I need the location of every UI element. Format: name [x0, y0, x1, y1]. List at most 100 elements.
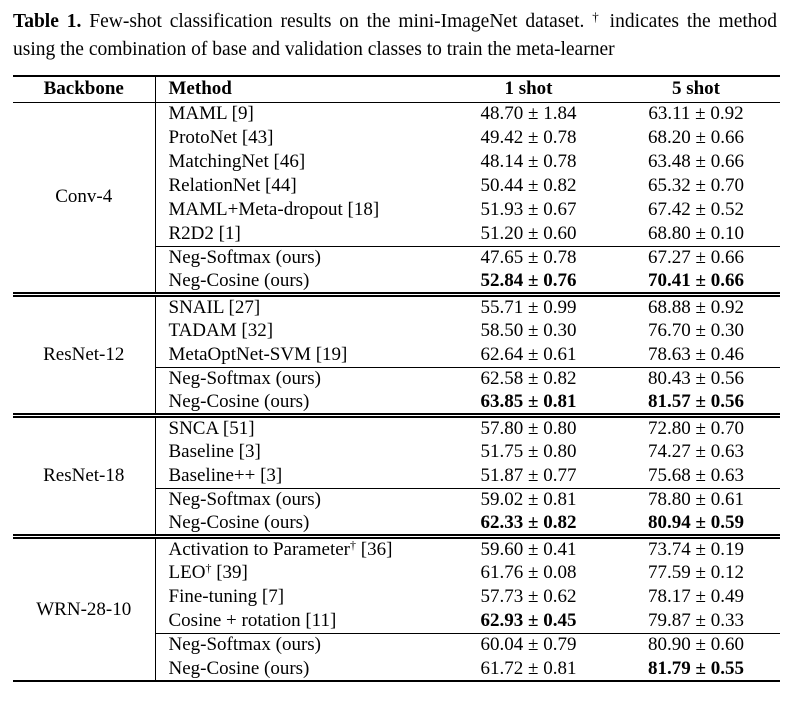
five-shot-cell: 76.70 ± 0.30 [648, 320, 744, 341]
method-cell: Cosine + rotation [11] [168, 609, 337, 631]
five-shot-cell: 73.74 ± 0.19 [612, 534, 780, 561]
table-row: Neg-Softmax (ours) 47.65 ± 0.78 67.27 ± 0.… [13, 245, 780, 270]
table-row: Neg-Cosine (ours) 62.33 ± 0.82 80.94 ± 0.5… [13, 512, 780, 537]
table-row: Cosine + rotation [11] 62.93 ± 0.45 79.87 … [13, 609, 780, 633]
method-cell: MetaOptNet-SVM [19] [168, 343, 348, 365]
backbone-cell: ResNet-12 [13, 292, 156, 416]
table-row: Neg-Softmax (ours) 59.02 ± 0.81 78.80 ± 0.… [13, 487, 780, 512]
method-cell: Neg-Cosine (ours) [168, 270, 310, 291]
table-row: MatchingNet [46] 48.14 ± 0.78 63.48 ± 0.66 [13, 150, 780, 174]
one-shot-cell: 62.33 ± 0.82 [480, 512, 577, 533]
method-cell: SNCA [51] [155, 413, 445, 440]
one-shot-cell: 59.02 ± 0.81 [445, 487, 612, 512]
method-cell: Baseline++ [3] [168, 464, 283, 486]
five-shot-cell: 80.43 ± 0.56 [612, 366, 780, 391]
one-shot-cell: 48.14 ± 0.78 [480, 151, 577, 172]
table-row: Baseline++ [3] 51.87 ± 0.77 75.68 ± 0.63 [13, 464, 780, 488]
method-cell: Baseline [3] [168, 441, 261, 462]
five-shot-cell: 81.79 ± 0.55 [648, 657, 744, 679]
table-row: RelationNet [44] 50.44 ± 0.82 65.32 ± 0.70 [13, 174, 780, 198]
one-shot-cell: 59.60 ± 0.41 [445, 534, 612, 561]
table-row: ProtoNet [43] 49.42 ± 0.78 68.20 ± 0.66 [13, 126, 780, 150]
method-cell: Neg-Softmax (ours) [155, 487, 445, 512]
five-shot-cell: 68.20 ± 0.66 [648, 127, 744, 148]
one-shot-cell: 60.04 ± 0.79 [445, 632, 612, 657]
five-shot-cell: 77.59 ± 0.12 [648, 562, 744, 583]
one-shot-cell: 47.65 ± 0.78 [445, 245, 612, 270]
one-shot-cell: 48.70 ± 1.84 [480, 103, 577, 125]
one-shot-cell: 51.87 ± 0.77 [480, 464, 577, 486]
five-shot-cell: 78.80 ± 0.61 [612, 487, 780, 512]
one-shot-cell: 62.93 ± 0.45 [480, 609, 577, 631]
one-shot-cell: 57.80 ± 0.80 [445, 413, 612, 440]
table-row: ResNet-18 SNCA [51] 57.80 ± 0.80 72.80 ± 0.… [13, 413, 780, 537]
five-shot-cell: 81.57 ± 0.56 [648, 391, 744, 412]
table-row: Neg-Cosine (ours) 61.72 ± 0.81 81.79 ± 0.5… [13, 657, 780, 681]
one-shot-cell: 62.64 ± 0.61 [480, 343, 577, 365]
five-shot-cell: 80.90 ± 0.60 [612, 632, 780, 657]
one-shot-cell: 58.50 ± 0.30 [480, 320, 577, 341]
method-cell: MatchingNet [46] [168, 151, 306, 172]
one-shot-cell: 63.85 ± 0.81 [480, 391, 577, 412]
one-shot-cell: 57.73 ± 0.62 [480, 586, 577, 607]
table-row: MetaOptNet-SVM [19] 62.64 ± 0.61 78.63 ± 0… [13, 343, 780, 367]
table-body: Conv-4 MAML [9] 48.70 ± 1.84 63.11 ± 0.92 Pr… [13, 102, 780, 681]
five-shot-cell: 78.63 ± 0.46 [648, 343, 744, 365]
method-cell: Neg-Cosine (ours) [168, 657, 310, 679]
table-header-row: Backbone Method 1 shot 5 shot [13, 76, 780, 103]
backbone-cell: WRN-28-10 [13, 534, 156, 681]
five-shot-cell: 67.42 ± 0.52 [648, 199, 744, 220]
five-shot-cell: 80.94 ± 0.59 [648, 512, 744, 533]
table-row: ResNet-12 SNAIL [27] 55.71 ± 0.99 68.88 ± 0… [13, 292, 780, 416]
five-shot-cell: 67.27 ± 0.66 [612, 245, 780, 270]
five-shot-cell: 74.27 ± 0.63 [648, 441, 744, 462]
method-cell: RelationNet [44] [168, 175, 297, 196]
table-row: Neg-Cosine (ours) 52.84 ± 0.76 70.41 ± 0.6… [13, 270, 780, 295]
header-backbone: Backbone [13, 76, 156, 103]
five-shot-cell: 78.17 ± 0.49 [648, 586, 744, 607]
one-shot-cell: 62.58 ± 0.82 [445, 366, 612, 391]
table-row: MAML+Meta-dropout [18] 51.93 ± 0.67 67.42 … [13, 198, 780, 222]
five-shot-cell: 72.80 ± 0.70 [612, 413, 780, 440]
caption-label: Table 1. [13, 11, 82, 32]
table-row: Neg-Softmax (ours) 60.04 ± 0.79 80.90 ± 0.… [13, 632, 780, 657]
method-cell: SNAIL [27] [155, 292, 445, 319]
table-row: Baseline [3] 51.75 ± 0.80 74.27 ± 0.63 [13, 440, 780, 464]
method-cell: Neg-Softmax (ours) [155, 245, 445, 270]
method-cell: Neg-Cosine (ours) [168, 391, 310, 412]
table-row: Neg-Softmax (ours) 62.58 ± 0.82 80.43 ± 0.… [13, 366, 780, 391]
caption-text-before: Few-shot classification results on the m… [89, 11, 585, 32]
method-cell: MAML+Meta-dropout [18] [168, 199, 380, 220]
table-row: R2D2 [1] 51.20 ± 0.60 68.80 ± 0.10 [13, 222, 780, 246]
method-cell: ProtoNet [43] [168, 127, 274, 148]
one-shot-cell: 50.44 ± 0.82 [480, 175, 577, 196]
one-shot-cell: 49.42 ± 0.78 [480, 127, 577, 148]
five-shot-cell: 68.80 ± 0.10 [648, 222, 744, 244]
table-caption: Table 1. Few-shot classification results… [13, 8, 777, 64]
header-5shot: 5 shot [612, 76, 780, 103]
method-cell: R2D2 [1] [168, 222, 241, 244]
table-row: Fine-tuning [7] 57.73 ± 0.62 78.17 ± 0.49 [13, 585, 780, 609]
header-1shot: 1 shot [445, 76, 612, 103]
table-row: WRN-28-10 Activation to Parameter† [36] 59… [13, 534, 780, 681]
one-shot-cell: 52.84 ± 0.76 [480, 270, 577, 291]
five-shot-cell: 68.88 ± 0.92 [612, 292, 780, 319]
dagger-superscript: † [592, 9, 602, 24]
one-shot-cell: 55.71 ± 0.99 [445, 292, 612, 319]
backbone-cell: ResNet-18 [13, 413, 156, 537]
five-shot-cell: 79.87 ± 0.33 [648, 609, 744, 631]
method-cell: MAML [9] [168, 103, 254, 125]
method-cell: LEO† [39] [168, 561, 248, 583]
method-cell: Fine-tuning [7] [168, 586, 285, 607]
table-row: LEO† [39] 61.76 ± 0.08 77.59 ± 0.12 [13, 561, 780, 585]
five-shot-cell: 70.41 ± 0.66 [648, 270, 744, 291]
header-method: Method [155, 76, 445, 103]
dagger-superscript: † [205, 561, 212, 575]
method-cell: Activation to Parameter† [36] [155, 534, 445, 561]
method-cell: Neg-Softmax (ours) [155, 366, 445, 391]
one-shot-cell: 51.20 ± 0.60 [480, 222, 577, 244]
five-shot-cell: 63.11 ± 0.92 [648, 103, 744, 125]
one-shot-cell: 51.93 ± 0.67 [480, 199, 577, 220]
one-shot-cell: 61.76 ± 0.08 [480, 562, 577, 583]
